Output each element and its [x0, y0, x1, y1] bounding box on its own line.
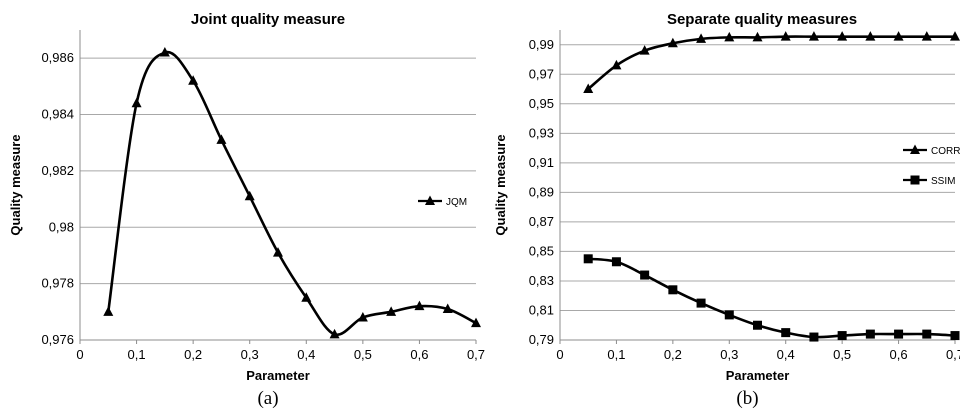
data-point — [640, 270, 650, 280]
y-tick-label: 0,79 — [529, 332, 554, 347]
series-corr — [583, 31, 960, 94]
figure-caption: (a) — [257, 388, 278, 409]
y-tick-label: 0,85 — [529, 243, 554, 258]
x-tick-label: 0,6 — [890, 347, 908, 362]
data-point — [357, 311, 368, 322]
data-point — [893, 31, 904, 41]
data-point — [865, 329, 875, 339]
chart-a: 0,976 0,978 0,98 0,982 0,984 0,986 0 0,1 0,2 0,3 0… — [8, 11, 485, 409]
data-point — [865, 31, 876, 41]
x-tick-label: 0,7 — [467, 347, 485, 362]
data-point — [386, 306, 397, 316]
data-point — [131, 97, 142, 108]
data-point — [752, 31, 763, 42]
data-point — [696, 298, 706, 308]
legend-marker — [910, 144, 920, 154]
legend-marker — [910, 175, 920, 185]
legend-label: JQM — [446, 197, 467, 208]
y-tick-label: 0,984 — [41, 107, 74, 122]
data-point — [414, 300, 425, 311]
data-point — [837, 331, 847, 341]
data-point — [809, 332, 819, 342]
x-tick-label: 0 — [556, 347, 563, 362]
x-tick-label: 0,4 — [777, 347, 795, 362]
x-tick-label: 0,3 — [720, 347, 738, 362]
data-point — [780, 31, 791, 41]
data-point — [583, 83, 594, 94]
data-point — [301, 292, 312, 302]
x-tick-label: 0,6 — [410, 347, 428, 362]
x-tick-label: 0,3 — [241, 347, 259, 362]
series-line — [106, 50, 477, 337]
x-tick-label: 0,1 — [607, 347, 625, 362]
x-tick-label: 0,1 — [128, 347, 146, 362]
data-point — [921, 31, 932, 41]
legend-entry: CORR — [903, 144, 960, 157]
legend-label: SSIM — [931, 176, 955, 187]
legend-entry: SSIM — [903, 175, 955, 187]
y-tick-label: 0,95 — [529, 96, 554, 111]
data-point — [216, 134, 227, 144]
data-point — [808, 31, 819, 41]
data-point — [781, 328, 791, 338]
x-tick-label: 0,7 — [946, 347, 960, 362]
data-point — [922, 329, 932, 339]
chart-title: Separate quality measures — [667, 11, 857, 28]
y-tick-label: 0,978 — [41, 276, 74, 291]
data-point — [753, 320, 762, 330]
figure-caption: (b) — [736, 388, 758, 409]
legend-marker — [425, 195, 435, 205]
data-point — [837, 31, 848, 41]
data-point — [950, 31, 960, 41]
y-tick-label: 0,99 — [529, 37, 554, 52]
y-tick-label: 0,976 — [41, 332, 74, 347]
y-axis-label: Quality measure — [493, 134, 508, 235]
y-tick-label: 0,83 — [529, 273, 554, 288]
data-point — [724, 310, 734, 320]
data-point — [696, 33, 707, 43]
series-jqm — [103, 47, 481, 339]
x-tick-label: 0 — [76, 347, 83, 362]
y-tick-label: 0,98 — [49, 219, 74, 234]
y-tick-label: 0,89 — [529, 184, 554, 199]
y-tick-label: 0,91 — [529, 155, 554, 170]
data-point — [442, 303, 453, 313]
series-ssim — [583, 254, 960, 342]
data-point — [667, 37, 678, 48]
x-axis-label: Parameter — [726, 368, 790, 383]
x-axis-label: Parameter — [246, 368, 310, 383]
data-point — [103, 306, 114, 316]
data-point — [583, 254, 593, 264]
chart-b: 0,79 0,81 0,83 0,85 0,87 0,89 0,91 0,93 0,95 0,97… — [493, 11, 960, 409]
x-tick-label: 0,2 — [664, 347, 682, 362]
data-point — [724, 31, 735, 42]
data-point — [471, 317, 481, 328]
data-point — [611, 59, 622, 70]
data-point — [611, 257, 621, 267]
data-point — [639, 45, 650, 55]
x-tick-label: 0,4 — [297, 347, 315, 362]
y-tick-label: 0,81 — [529, 302, 554, 317]
y-tick-label: 0,97 — [529, 66, 554, 81]
x-tick-label: 0,5 — [833, 347, 851, 362]
data-point — [894, 329, 904, 339]
data-point — [668, 285, 678, 295]
data-point — [273, 247, 283, 257]
x-tick-label: 0,2 — [184, 347, 202, 362]
legend-entry: JQM — [418, 195, 467, 208]
y-tick-label: 0,986 — [41, 50, 74, 65]
data-point — [244, 190, 255, 201]
y-tick-label: 0,93 — [529, 125, 554, 140]
x-tick-label: 0,5 — [354, 347, 372, 362]
y-tick-label: 0,87 — [529, 214, 554, 229]
data-point — [950, 331, 960, 341]
data-point — [329, 328, 340, 339]
legend-label: CORR — [931, 146, 960, 157]
chart-title: Joint quality measure — [191, 11, 345, 28]
data-point — [188, 75, 199, 85]
data-point — [159, 47, 170, 57]
y-axis-label: Quality measure — [8, 134, 23, 235]
y-tick-label: 0,982 — [41, 163, 74, 178]
